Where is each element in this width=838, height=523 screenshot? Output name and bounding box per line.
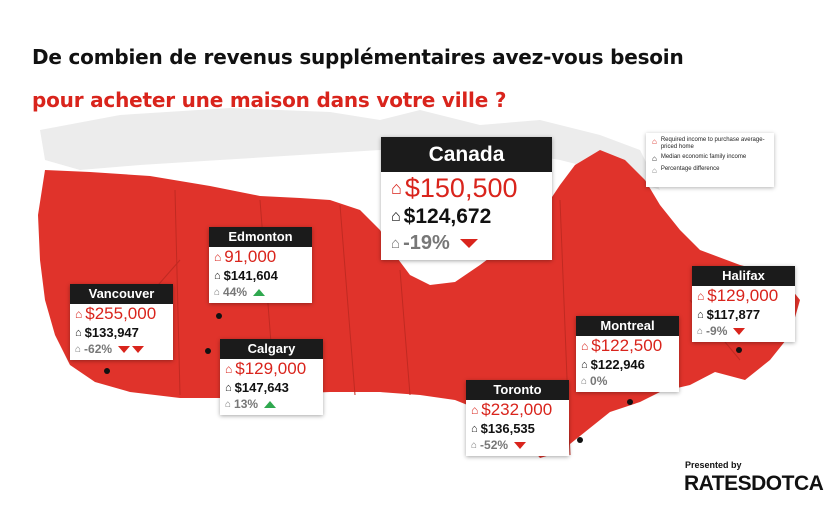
house-icon: ⌂ bbox=[391, 177, 402, 198]
city-dot-montreal bbox=[627, 399, 633, 405]
median-income: ⌂ $147,643 bbox=[225, 380, 289, 395]
card-title: Calgary bbox=[220, 339, 323, 359]
house-icon: ⌂ bbox=[214, 250, 222, 264]
median-income: ⌂ $122,946 bbox=[581, 357, 645, 372]
legend-item-pct: ⌂ Percentage difference bbox=[652, 166, 720, 175]
percentage-difference: ⌂ -19% bbox=[381, 230, 552, 256]
card-title: Edmonton bbox=[209, 227, 312, 247]
city-dot-edmonton bbox=[216, 313, 222, 319]
card-canada: Canada ⌂ $150,500 ⌂ $124,672 ⌂ -19% bbox=[381, 137, 552, 260]
legend-item-required: ⌂ Required income to purchase average-pr… bbox=[652, 137, 765, 150]
required-income: ⌂ $150,500 bbox=[391, 172, 518, 203]
required-income: ⌂ 91,000 bbox=[214, 247, 277, 266]
city-dot-toronto bbox=[577, 437, 583, 443]
house-icon: ⌂ bbox=[225, 362, 233, 376]
arrow-down-icon bbox=[459, 238, 478, 248]
percentage-difference: ⌂ -9% bbox=[692, 323, 795, 339]
arrow-down-icon bbox=[733, 327, 746, 335]
brand-logo: RATESDOTCA bbox=[684, 472, 824, 495]
house-icon: ⌂ bbox=[471, 439, 478, 451]
house-icon: ⌂ bbox=[652, 166, 657, 175]
card-calgary: Calgary ⌂ $129,000 ⌂ $147,643 ⌂ 13% bbox=[220, 339, 323, 415]
city-dot-vancouver bbox=[104, 368, 110, 374]
city-dot-halifax bbox=[736, 347, 742, 353]
house-icon: ⌂ bbox=[581, 375, 588, 387]
card-title: Toronto bbox=[466, 380, 569, 400]
card-vancouver: Vancouver ⌂ $255,000 ⌂ $133,947 ⌂ -62% bbox=[70, 284, 173, 360]
percentage-difference: ⌂ 44% bbox=[209, 284, 312, 300]
house-icon: ⌂ bbox=[225, 381, 232, 394]
house-icon: ⌂ bbox=[391, 234, 401, 252]
arrow-up-icon bbox=[264, 400, 277, 408]
median-income: ⌂ $124,672 bbox=[391, 205, 492, 228]
house-icon: ⌂ bbox=[225, 398, 232, 410]
arrow-up-icon bbox=[253, 288, 266, 296]
city-dot-calgary bbox=[205, 348, 211, 354]
house-icon: ⌂ bbox=[581, 358, 588, 371]
card-title: Vancouver bbox=[70, 284, 173, 304]
house-icon: ⌂ bbox=[75, 307, 83, 321]
required-income: ⌂ $232,000 bbox=[471, 400, 553, 419]
house-icon: ⌂ bbox=[391, 208, 401, 225]
house-icon: ⌂ bbox=[697, 325, 704, 337]
required-income: ⌂ $129,000 bbox=[225, 359, 307, 378]
house-icon: ⌂ bbox=[652, 137, 657, 146]
arrow-down-icon bbox=[118, 345, 131, 353]
headline-line-2: pour acheter une maison dans votre ville… bbox=[32, 88, 507, 112]
arctic-islands bbox=[40, 108, 660, 190]
card-edmonton: Edmonton ⌂ 91,000 ⌂ $141,604 ⌂ 44% bbox=[209, 227, 312, 303]
house-icon: ⌂ bbox=[214, 269, 221, 282]
median-income: ⌂ $136,535 bbox=[471, 421, 535, 436]
house-icon: ⌂ bbox=[75, 326, 82, 339]
median-income: ⌂ $117,877 bbox=[697, 307, 761, 322]
percentage-difference: ⌂ 13% bbox=[220, 396, 323, 412]
required-income: ⌂ $255,000 bbox=[75, 304, 157, 323]
presented-by-label: Presented by bbox=[685, 460, 742, 470]
card-title: Halifax bbox=[692, 266, 795, 286]
house-icon: ⌂ bbox=[652, 154, 657, 163]
percentage-difference: ⌂ -52% bbox=[466, 437, 569, 453]
legend-item-median: ⌂ Median economic family income bbox=[652, 154, 747, 163]
house-icon: ⌂ bbox=[214, 286, 221, 298]
house-icon: ⌂ bbox=[581, 339, 589, 353]
card-montreal: Montreal ⌂ $122,500 ⌂ $122,946 ⌂ 0% bbox=[576, 316, 679, 392]
legend: ⌂ Required income to purchase average-pr… bbox=[646, 133, 774, 187]
card-title: Montreal bbox=[576, 316, 679, 336]
required-income: ⌂ $129,000 bbox=[697, 286, 779, 305]
headline-line-1: De combien de revenus supplémentaires av… bbox=[32, 45, 684, 69]
house-icon: ⌂ bbox=[471, 403, 479, 417]
house-icon: ⌂ bbox=[471, 422, 478, 435]
card-title: Canada bbox=[381, 137, 552, 172]
arrow-down-icon bbox=[514, 441, 527, 449]
percentage-difference: ⌂ 0% bbox=[581, 374, 608, 388]
card-halifax: Halifax ⌂ $129,000 ⌂ $117,877 ⌂ -9% bbox=[692, 266, 795, 342]
median-income: ⌂ $141,604 bbox=[214, 268, 278, 283]
house-icon: ⌂ bbox=[697, 289, 705, 303]
house-icon: ⌂ bbox=[697, 308, 704, 321]
percentage-difference: ⌂ -62% bbox=[70, 341, 173, 357]
required-income: ⌂ $122,500 bbox=[581, 336, 663, 355]
house-icon: ⌂ bbox=[75, 343, 82, 355]
card-toronto: Toronto ⌂ $232,000 ⌂ $136,535 ⌂ -52% bbox=[466, 380, 569, 456]
median-income: ⌂ $133,947 bbox=[75, 325, 139, 340]
arrow-down-icon bbox=[132, 345, 145, 353]
